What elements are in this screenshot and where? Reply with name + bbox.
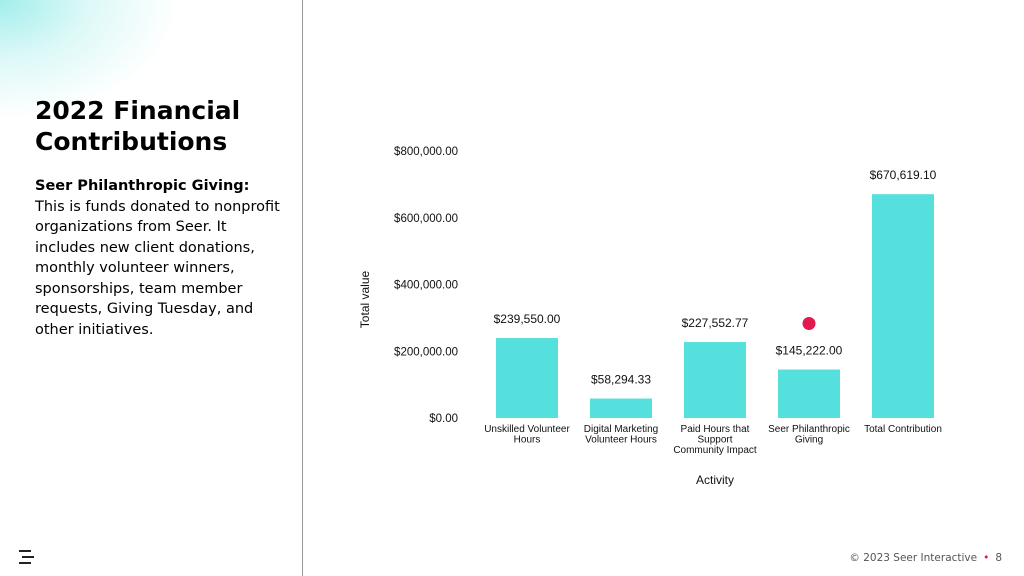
x-tick-label: Digital Marketing [584, 424, 658, 435]
data-label: $670,619.10 [870, 168, 937, 182]
corner-gradient [0, 0, 180, 120]
data-label: $239,550.00 [494, 312, 561, 326]
slide-description: Seer Philanthropic Giving: This is funds… [35, 176, 280, 340]
x-tick-label: Total Contribution [864, 424, 942, 435]
y-tick-label: $800,000.00 [394, 146, 458, 158]
y-tick-label: $400,000.00 [394, 280, 458, 292]
x-tick-label: Unskilled Volunteer [484, 424, 570, 435]
footer: © 2023 Seer Interactive • 8 [849, 552, 1002, 564]
highlight-dot [802, 317, 816, 331]
x-tick-label: Paid Hours that [681, 424, 750, 435]
bar [496, 338, 558, 418]
bar [778, 369, 840, 418]
x-tick-label: Hours [514, 435, 541, 446]
bar [590, 398, 652, 418]
slide-title: 2022 Financial Contributions [35, 96, 241, 156]
description-body: This is funds donated to nonprofit organ… [35, 198, 280, 338]
x-tick-label: Community Impact [673, 445, 757, 456]
y-tick-label: $200,000.00 [394, 346, 458, 358]
y-axis-label: Total value [358, 270, 372, 328]
description-bold-lead: Seer Philanthropic Giving: [35, 178, 250, 194]
footer-separator: • [983, 552, 990, 564]
data-label: $145,222.00 [776, 344, 843, 358]
x-tick-label: Seer Philanthropic [768, 424, 850, 435]
data-label: $227,552.77 [682, 316, 749, 330]
data-label: $58,294.33 [591, 373, 651, 387]
x-axis-label: Activity [696, 473, 734, 487]
x-tick-label: Volunteer Hours [585, 435, 657, 446]
y-tick-label: $600,000.00 [394, 213, 458, 225]
footer-copyright: © 2023 Seer Interactive [849, 552, 978, 564]
y-tick-label: $0.00 [429, 413, 458, 425]
page-number: 8 [995, 552, 1002, 564]
vertical-divider [302, 0, 303, 576]
bar [684, 342, 746, 418]
x-tick-label: Giving [795, 435, 823, 446]
x-tick-label: Support [697, 435, 732, 446]
bar [872, 194, 934, 418]
seer-logo-icon [19, 550, 34, 564]
